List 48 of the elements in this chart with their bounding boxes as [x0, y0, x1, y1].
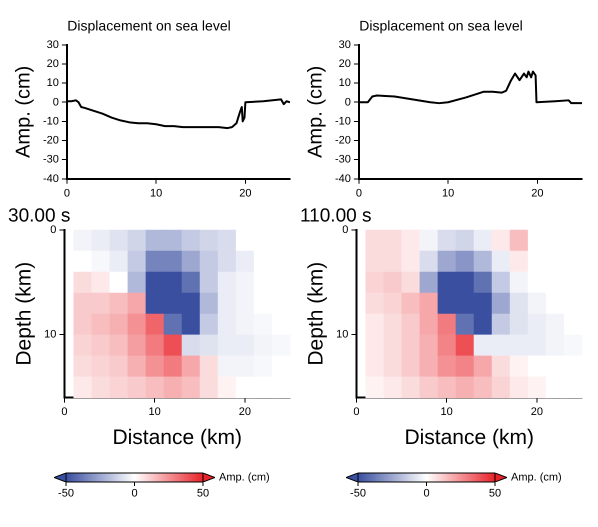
y-tick-label: 0 [52, 96, 59, 108]
color-bar-label: -50 [58, 488, 74, 500]
y-tick-label: 10 [336, 328, 348, 341]
color-bar-label: 50 [196, 488, 210, 500]
x-tick-label: 20 [238, 406, 252, 418]
y-tick-label: 0 [50, 224, 56, 236]
y-tick-label: -30 [334, 154, 351, 166]
x-tick-label: 0 [64, 187, 70, 200]
y-tick-label: 10 [338, 77, 351, 90]
y-tick-label: 10 [46, 77, 59, 90]
chart-title: Displacement on sea level [359, 17, 523, 34]
y-tick-label: -10 [42, 115, 59, 128]
x-tick-label: 0 [356, 187, 362, 200]
y-tick-label: -40 [42, 172, 59, 185]
color-bar-label: 0 [131, 488, 138, 500]
y-tick-label: -20 [334, 134, 351, 147]
x-tick-label: 10 [148, 406, 161, 418]
chart-title: Displacement on sea level [67, 17, 231, 34]
y-tick-label: -30 [42, 154, 59, 166]
x-tick-label: 0 [353, 406, 360, 418]
x-axis-title: Distance (km) [112, 426, 242, 450]
y-tick-label: 10 [44, 328, 56, 341]
x-axis-title: Distance (km) [404, 426, 534, 450]
y-tick-label: -40 [334, 172, 351, 185]
x-tick-label: 0 [61, 406, 68, 418]
color-bar-title: Amp. (cm) [511, 472, 562, 484]
color-bar-label: 0 [423, 488, 430, 500]
x-tick-label: 20 [530, 406, 544, 418]
y-tick-label: 0 [342, 224, 348, 236]
x-tick-label: 10 [150, 187, 162, 200]
color-bar-label: 50 [488, 488, 502, 500]
y-tick-label: 0 [344, 96, 351, 108]
y-tick-label: -20 [42, 134, 59, 147]
x-tick-label: 20 [239, 187, 252, 200]
y-tick-label: 20 [46, 58, 59, 70]
x-tick-label: 10 [442, 187, 454, 200]
color-bar-label: -50 [350, 488, 366, 500]
x-tick-label: 10 [440, 406, 453, 418]
x-tick-label: 20 [531, 187, 544, 200]
y-axis-title: Amp. (cm) [12, 66, 35, 158]
y-tick-label: 30 [46, 38, 59, 51]
y-tick-label: -10 [334, 115, 351, 128]
y-tick-label: 30 [338, 38, 351, 51]
color-bar-title: Amp. (cm) [219, 472, 270, 484]
y-tick-label: 20 [338, 58, 351, 70]
y-axis-title: Amp. (cm) [304, 66, 327, 158]
y-axis-title: Depth (km) [304, 262, 328, 366]
y-axis-title: Depth (km) [12, 262, 36, 366]
